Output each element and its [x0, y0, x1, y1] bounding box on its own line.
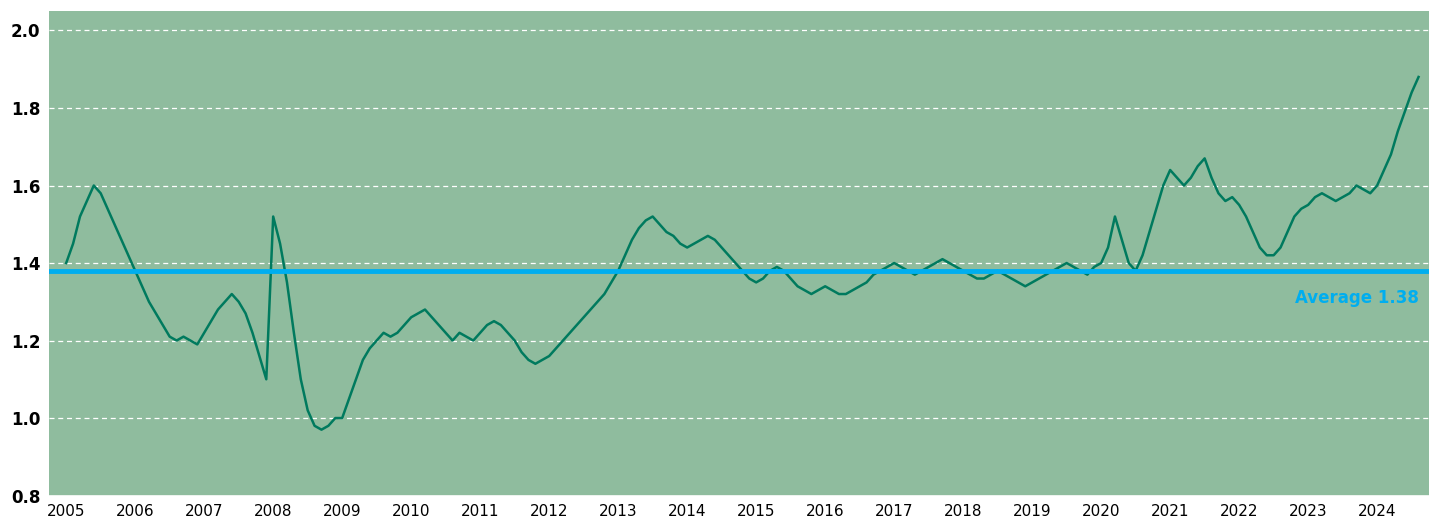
- Text: Average 1.38: Average 1.38: [1295, 289, 1418, 307]
